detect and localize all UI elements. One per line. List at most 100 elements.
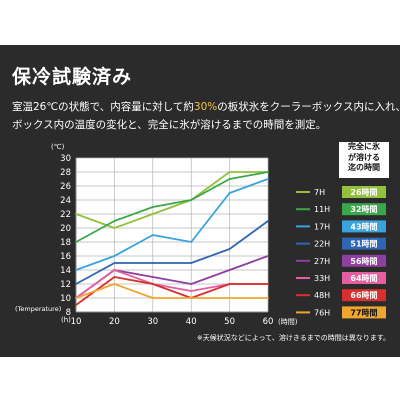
series-point-11h <box>267 171 269 173</box>
duration-badge-7h <box>342 186 386 198</box>
duration-badge-22h <box>342 237 386 250</box>
y-tick-label: 22 <box>60 210 71 220</box>
series-point-76h <box>190 297 193 299</box>
x-tick-label: 20 <box>109 317 120 327</box>
x-tick-label: 10 <box>71 317 82 327</box>
series-point-27h <box>151 276 154 278</box>
series-point-11h <box>151 206 154 208</box>
series-point-17h <box>267 178 269 180</box>
duration-text-17h: 43時間 <box>350 221 377 231</box>
series-point-48h <box>267 283 269 285</box>
series-point-48h <box>113 276 116 278</box>
duration-badge-11h <box>342 203 386 216</box>
series-point-33h <box>190 290 193 292</box>
series-point-7h <box>228 171 231 173</box>
series-point-17h <box>190 241 193 243</box>
plot-area <box>76 158 268 312</box>
legend-label-33h: 33H <box>314 274 330 283</box>
legend-label-48h: 48H <box>314 291 330 300</box>
series-point-17h <box>228 192 231 194</box>
duration-text-48h: 66時間 <box>350 290 377 300</box>
series-point-17h <box>113 255 116 257</box>
y-tick-label: 18 <box>60 238 71 248</box>
x-unit-label: (h) <box>61 316 71 324</box>
y-tick-label: 24 <box>60 196 71 206</box>
y-tick-label: 12 <box>60 280 71 290</box>
duration-text-7h: 26時間 <box>350 187 377 197</box>
y-tick-label: 8 <box>66 308 71 318</box>
series-point-11h <box>190 199 193 201</box>
legend-label-11h: 11H <box>314 205 330 214</box>
melt-time-header-line-2: が溶ける <box>348 152 380 162</box>
legend-label-17h: 17H <box>314 222 330 231</box>
duration-badge-48h <box>342 289 386 302</box>
y-caption: (Temperature) <box>15 305 62 313</box>
legend-label-76h: 76H <box>314 308 330 317</box>
series-point-22h <box>113 262 116 264</box>
duration-badge-27h <box>342 254 386 267</box>
series-point-48h <box>228 283 231 285</box>
series-point-22h <box>228 248 231 250</box>
legend-label-27h: 27H <box>314 257 330 266</box>
series-point-76h <box>228 297 231 299</box>
series-point-7h <box>113 227 116 229</box>
series-point-7h <box>75 213 77 215</box>
series-point-17h <box>75 269 77 271</box>
duration-badge-33h <box>342 272 386 284</box>
series-point-7h <box>151 213 154 215</box>
x-caption: (時間) <box>278 318 298 326</box>
series-point-27h <box>228 269 231 271</box>
melt-time-header: 完全に氷 が溶ける 迄の時間 <box>339 142 389 178</box>
series-line-11h <box>75 171 269 243</box>
duration-badge-76h <box>342 306 386 319</box>
series-point-17h <box>151 234 154 236</box>
y-tick-label: 26 <box>60 182 71 192</box>
series-point-33h <box>113 269 116 271</box>
legend-label-22h: 22H <box>314 240 330 249</box>
series-point-22h <box>151 262 154 264</box>
legend-label-7h: 7H <box>314 188 325 197</box>
series-point-27h <box>267 255 269 257</box>
series-point-11h <box>228 178 231 180</box>
x-tick-label: 60 <box>263 317 274 327</box>
series-point-27h <box>190 283 193 285</box>
y-unit-label: (℃) <box>51 143 65 151</box>
x-tick-label: 30 <box>147 317 158 327</box>
duration-text-22h: 51時間 <box>350 239 377 249</box>
melt-time-header-line-3: 迄の時間 <box>348 163 380 172</box>
description-line-1: 室温26℃の状態で、内容量に対して約30%の板状氷をクーラーボックス内に入れ、 <box>12 100 400 114</box>
description-text-1a: 室温26℃の状態で、内容量に対して約 <box>12 101 194 113</box>
series-line-7h <box>75 171 268 229</box>
series-point-22h <box>75 283 77 285</box>
description-highlight: 30% <box>193 101 218 113</box>
description-line-2: ボックス内の温度の変化と、完全に氷が溶けるまでの時間を測定。 <box>12 119 327 131</box>
duration-text-33h: 64時間 <box>350 273 377 283</box>
series-point-22h <box>267 220 269 222</box>
page-title: 保冷試験済み <box>12 66 133 88</box>
y-tick-label: 28 <box>60 168 71 178</box>
description-text-1b: の板状氷をクーラーボックス内に入れ、 <box>217 101 400 113</box>
melt-time-header-line-1: 完全に氷 <box>348 142 380 151</box>
duration-text-11h: 32時間 <box>350 204 377 214</box>
duration-text-76h: 77時間 <box>350 307 377 317</box>
y-tick-label: 10 <box>60 294 71 304</box>
series-line-76h <box>75 283 268 299</box>
series-line-17h <box>75 178 269 271</box>
series-point-76h <box>151 297 154 299</box>
y-tick-label: 16 <box>60 252 71 262</box>
y-tick-label: 30 <box>60 154 71 164</box>
x-tick-label: 50 <box>224 317 235 327</box>
series-line-22h <box>75 220 269 285</box>
y-tick-label: 14 <box>60 266 71 276</box>
series-point-76h <box>75 297 77 299</box>
footnote: ※天候状況などによって、溶けきるまでの時間は異なります。 <box>196 334 390 342</box>
series-point-48h <box>75 304 77 306</box>
y-tick-label: 20 <box>60 224 71 234</box>
series-point-11h <box>113 220 116 222</box>
x-tick-label: 40 <box>186 317 197 327</box>
series-point-76h <box>113 283 116 285</box>
series-point-11h <box>75 241 77 243</box>
series-point-76h <box>267 297 269 299</box>
